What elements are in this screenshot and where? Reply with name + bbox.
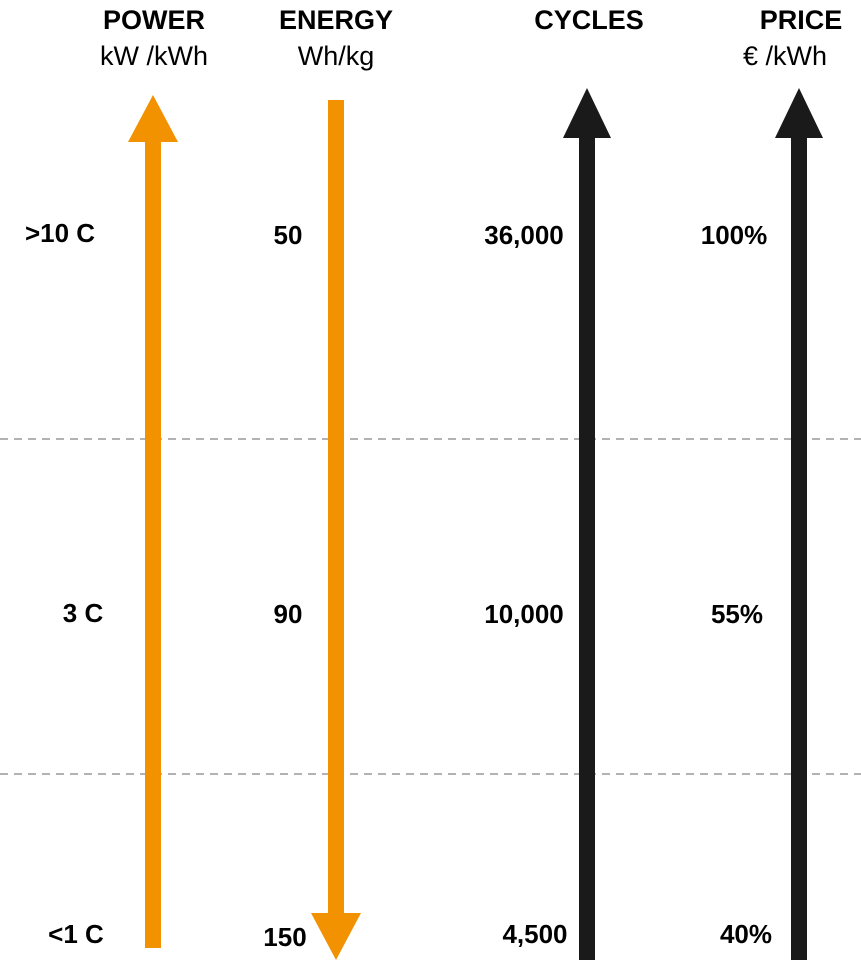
power-arrow-up bbox=[128, 95, 178, 948]
price-value-high: 100% bbox=[700, 220, 768, 250]
price-header: PRICE bbox=[759, 5, 843, 35]
cycles-header: CYCLES bbox=[534, 5, 644, 35]
price-value-low: 40% bbox=[719, 919, 773, 949]
cycles-value-high: 36,000 bbox=[484, 220, 564, 250]
energy-header: ENERGY bbox=[278, 5, 394, 35]
energy-value-mid: 90 bbox=[273, 599, 303, 629]
price-arrow-up bbox=[775, 88, 823, 960]
cycles-arrow-up bbox=[563, 88, 611, 960]
power-value-high: >10 C bbox=[24, 218, 96, 248]
energy-value-low: 50 bbox=[273, 220, 303, 250]
cycles-value-low: 4,500 bbox=[502, 919, 568, 949]
energy-unit: Wh/kg bbox=[297, 41, 375, 71]
price-unit: € /kWh bbox=[742, 41, 828, 71]
power-unit: kW /kWh bbox=[100, 41, 208, 71]
power-value-mid: 3 C bbox=[62, 598, 104, 628]
cycles-value-mid: 10,000 bbox=[484, 599, 564, 629]
price-value-mid: 55% bbox=[710, 599, 764, 629]
energy-arrow-down bbox=[311, 100, 361, 960]
power-header: POWER bbox=[102, 5, 205, 35]
energy-value-high: 150 bbox=[263, 922, 307, 952]
power-value-low: <1 C bbox=[48, 919, 104, 949]
